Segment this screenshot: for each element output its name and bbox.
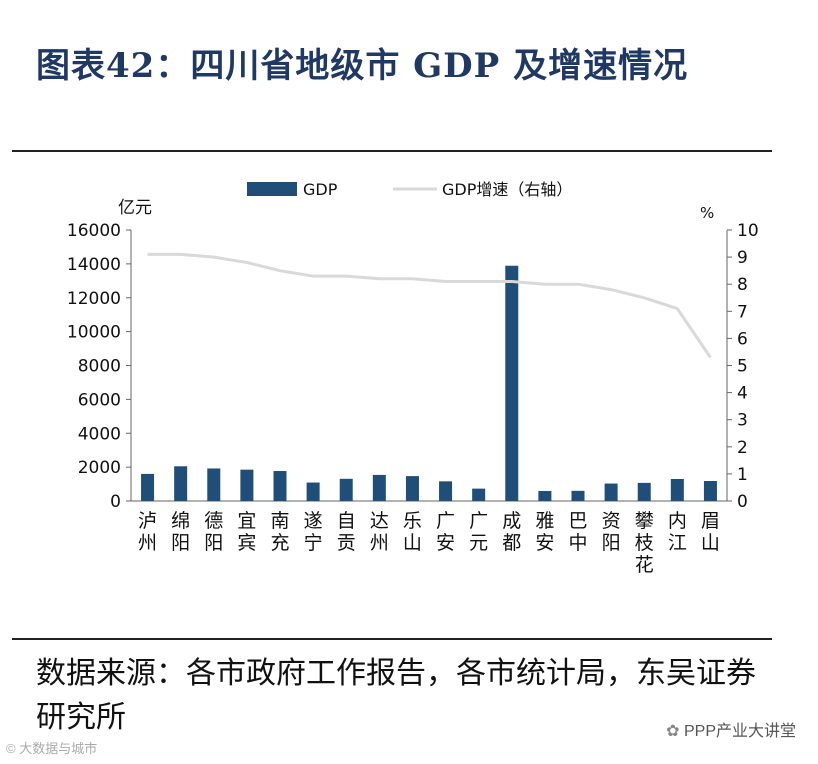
category-label: 宜宾 xyxy=(237,510,256,554)
category-label: 眉山 xyxy=(701,510,720,554)
legend-gdp-label: GDP xyxy=(303,180,338,199)
right-tick-label: 9 xyxy=(737,248,748,268)
left-tick-label: 8000 xyxy=(78,357,121,377)
right-tick-label: 8 xyxy=(737,275,748,295)
left-axis-unit: 亿元 xyxy=(118,198,152,218)
gdp-bar xyxy=(141,473,155,501)
right-tick-label: 6 xyxy=(737,329,748,349)
gdp-bar xyxy=(505,265,519,501)
watermark: © 大数据与城市 xyxy=(6,741,98,756)
category-label: 德阳 xyxy=(204,510,223,554)
gdp-bar xyxy=(637,482,651,501)
gdp-bar xyxy=(538,491,552,501)
gdp-bar xyxy=(670,478,684,501)
category-label: 泸州 xyxy=(138,510,157,554)
gdp-bar xyxy=(571,490,585,501)
category-label: 内江 xyxy=(668,510,687,554)
right-tick-label: 1 xyxy=(737,465,748,485)
left-tick-label: 0 xyxy=(110,492,121,512)
left-tick-label: 14000 xyxy=(67,255,121,275)
chart-area: 0 2000 4000 6000 8000 10000 12000 14000 16000 0 1 2… xyxy=(67,180,759,576)
gdp-bar xyxy=(273,471,287,501)
category-label: 广元 xyxy=(469,510,488,554)
category-label: 乐山 xyxy=(403,510,422,554)
bottom-rule xyxy=(12,638,772,640)
category-label: 资阳 xyxy=(602,510,621,554)
category-label: 绵阳 xyxy=(171,510,190,554)
top-rule xyxy=(12,150,772,152)
gdp-bar xyxy=(439,481,453,501)
gdp-bar xyxy=(405,476,419,501)
left-tick-label: 6000 xyxy=(78,390,121,410)
gdp-bar xyxy=(703,481,717,501)
category-label: 南充 xyxy=(270,510,289,554)
category-label: 广安 xyxy=(436,510,455,554)
category-label: 达州 xyxy=(370,510,389,554)
legend-gdp-swatch xyxy=(247,182,297,196)
left-tick-label: 12000 xyxy=(67,289,121,309)
gdp-bar xyxy=(207,468,221,501)
source-note: 数据来源：各市政府工作报告，各市统计局，东吴证券研究所 xyxy=(36,656,756,735)
category-label: 巴中 xyxy=(568,510,587,554)
gdp-bar xyxy=(339,478,353,501)
growth-line xyxy=(147,252,712,359)
right-tick-label: 10 xyxy=(737,221,759,241)
left-tick-label: 4000 xyxy=(78,424,121,444)
wechat-name: PPP产业大讲堂 xyxy=(683,723,796,740)
chart-title: 图表42：四川省地级市 GDP 及增速情况 xyxy=(36,46,689,86)
gdp-bar xyxy=(372,474,386,501)
right-axis-unit: % xyxy=(700,204,714,222)
left-tick-label: 16000 xyxy=(67,221,121,241)
gdp-bar xyxy=(306,482,320,501)
right-tick-label: 2 xyxy=(737,438,748,458)
category-label: 自贡 xyxy=(337,510,356,554)
left-tick-label: 2000 xyxy=(78,458,121,478)
category-label: 成都 xyxy=(502,510,521,554)
category-label: 遂宁 xyxy=(304,510,323,554)
gdp-bar xyxy=(472,488,486,501)
category-label: 雅安 xyxy=(535,510,554,554)
right-tick-label: 4 xyxy=(737,384,748,404)
right-tick-label: 5 xyxy=(737,357,748,377)
wechat-label: ✿ PPP产业大讲堂 xyxy=(666,717,796,741)
right-tick-label: 0 xyxy=(737,492,748,512)
gdp-bar xyxy=(604,483,618,501)
right-tick-label: 7 xyxy=(737,302,748,322)
category-label: 攀枝花 xyxy=(635,510,654,576)
gdp-bar xyxy=(174,466,188,501)
left-tick-label: 10000 xyxy=(67,323,121,343)
gdp-bar xyxy=(240,469,254,501)
right-tick-label: 3 xyxy=(737,411,748,431)
wechat-icon: ✿ xyxy=(666,723,684,740)
legend-growth-label: GDP增速（右轴） xyxy=(442,180,572,199)
